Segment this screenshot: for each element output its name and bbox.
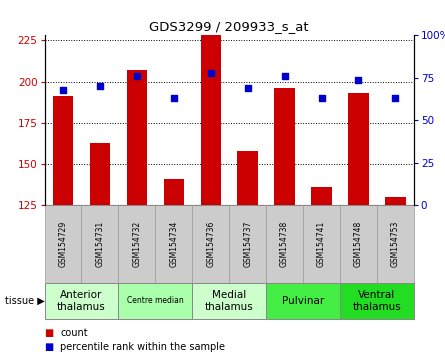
Bar	[238, 151, 258, 354]
Text: GSM154748: GSM154748	[354, 221, 363, 267]
Bar	[81, 205, 118, 283]
Bar	[340, 205, 377, 283]
Bar	[340, 283, 414, 319]
Text: GSM154734: GSM154734	[169, 221, 178, 268]
Bar	[44, 205, 81, 283]
Text: GSM154732: GSM154732	[132, 221, 142, 267]
Text: percentile rank within the sample: percentile rank within the sample	[60, 342, 225, 352]
Point	[392, 96, 399, 101]
Text: GSM154737: GSM154737	[243, 221, 252, 268]
Text: GSM154738: GSM154738	[280, 221, 289, 267]
Text: tissue ▶: tissue ▶	[5, 296, 44, 306]
Text: GSM154753: GSM154753	[391, 221, 400, 268]
Point	[318, 96, 325, 101]
Point	[355, 77, 362, 82]
Bar	[53, 96, 73, 354]
Text: Medial
thalamus: Medial thalamus	[205, 290, 254, 312]
Bar	[90, 143, 110, 354]
Text: GSM154729: GSM154729	[58, 221, 68, 267]
Text: Pulvinar: Pulvinar	[282, 296, 324, 306]
Bar	[118, 283, 192, 319]
Point	[60, 87, 67, 93]
Bar	[385, 197, 405, 354]
Point	[281, 73, 288, 79]
Bar	[127, 70, 147, 354]
Text: ■: ■	[44, 328, 54, 338]
Text: ■: ■	[44, 342, 54, 352]
Text: GSM154741: GSM154741	[317, 221, 326, 267]
Text: Ventral
thalamus: Ventral thalamus	[352, 290, 401, 312]
Bar	[312, 187, 332, 354]
Bar	[192, 205, 229, 283]
Text: GSM154731: GSM154731	[95, 221, 105, 267]
Bar	[348, 93, 368, 354]
Title: GDS3299 / 209933_s_at: GDS3299 / 209933_s_at	[150, 20, 309, 33]
Bar	[266, 283, 340, 319]
Point	[207, 70, 214, 76]
Text: GSM154736: GSM154736	[206, 221, 215, 268]
Bar	[377, 205, 414, 283]
Bar	[164, 179, 184, 354]
Bar	[275, 88, 295, 354]
Bar	[266, 205, 303, 283]
Bar	[44, 283, 118, 319]
Bar	[201, 35, 221, 354]
Bar	[118, 205, 155, 283]
Text: count: count	[60, 328, 88, 338]
Bar	[192, 283, 266, 319]
Text: Centre median: Centre median	[127, 296, 184, 306]
Bar	[303, 205, 340, 283]
Point	[97, 84, 104, 89]
Point	[170, 96, 178, 101]
Text: Anterior
thalamus: Anterior thalamus	[57, 290, 106, 312]
Bar	[229, 205, 266, 283]
Point	[134, 73, 141, 79]
Point	[244, 85, 251, 91]
Bar	[155, 205, 192, 283]
